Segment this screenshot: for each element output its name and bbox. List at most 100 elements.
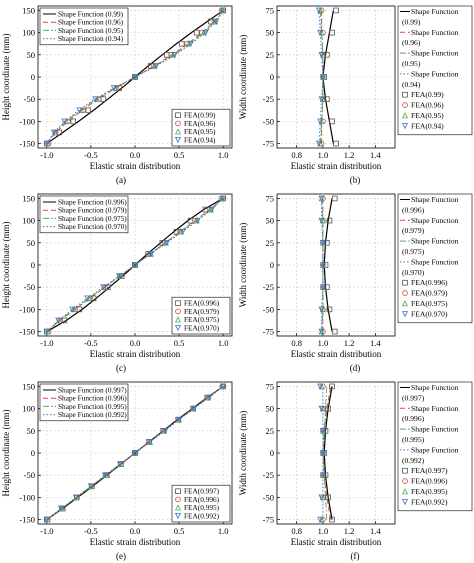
data-point bbox=[317, 140, 324, 147]
legend-marker bbox=[174, 504, 182, 511]
legend-label: Shape Function bbox=[411, 425, 459, 434]
data-point bbox=[177, 228, 184, 235]
legend-marker bbox=[402, 467, 408, 474]
legend-label: Shape Function (0.996) bbox=[58, 198, 127, 207]
data-point bbox=[318, 52, 325, 59]
data-point bbox=[101, 472, 109, 479]
y-tick-label: 25 bbox=[266, 238, 275, 248]
x-tick-label: 1.0 bbox=[218, 526, 229, 536]
x-tick-label: 0.5 bbox=[174, 150, 185, 160]
x-tick-label: 1.0 bbox=[318, 338, 329, 348]
data-point bbox=[318, 306, 325, 313]
y-tick-label: 50 bbox=[27, 238, 36, 248]
legend-label: FEA(0.970) bbox=[184, 323, 220, 332]
data-point bbox=[58, 505, 65, 512]
data-point bbox=[319, 240, 326, 247]
y-tick-label: -50 bbox=[24, 282, 35, 292]
legend-marker bbox=[174, 136, 182, 144]
legend-label: Shape Function bbox=[411, 49, 459, 58]
data-point bbox=[318, 383, 325, 390]
legend-label: Shape Function (0.997) bbox=[58, 386, 127, 395]
data-point bbox=[69, 306, 76, 313]
chart-panel-b: 0.8 1.0 1.2 1.4 -75 -50 -25 0 25 50 75 Elastic stra… bbox=[238, 5, 473, 185]
x-tick-label: 1.0 bbox=[318, 526, 329, 536]
legend-marker bbox=[402, 279, 408, 286]
data-point bbox=[319, 306, 326, 313]
data-point bbox=[110, 85, 117, 92]
y-axis-label: Height coordinate (mm) bbox=[1, 34, 11, 121]
data-point bbox=[56, 129, 62, 136]
data-point bbox=[76, 107, 83, 114]
data-point bbox=[329, 118, 335, 125]
legend-label: (0.96) bbox=[402, 38, 421, 47]
x-axis-label: Elastic strain distribution bbox=[90, 161, 181, 171]
x-tick-label: 1.2 bbox=[344, 338, 355, 348]
data-point bbox=[318, 96, 325, 103]
legend-label: FEA(0.96) bbox=[184, 119, 216, 128]
data-point bbox=[329, 383, 335, 390]
legend-label: Shape Function (0.995) bbox=[58, 402, 127, 411]
panel-label: (d) bbox=[350, 363, 361, 373]
data-point bbox=[212, 18, 219, 25]
legend-label: Shape Function bbox=[411, 237, 459, 246]
legend-label: Shape Function bbox=[411, 195, 459, 204]
data-point bbox=[187, 40, 194, 48]
legend-label: (0.997) bbox=[402, 393, 425, 402]
data-point bbox=[319, 405, 326, 412]
data-point bbox=[318, 405, 325, 412]
y-tick-label: -100 bbox=[19, 492, 35, 502]
legend-label: (0.99) bbox=[402, 17, 421, 26]
data-point bbox=[194, 217, 201, 224]
panel-label: (f) bbox=[351, 551, 360, 561]
legend-label: FEA(0.94) bbox=[411, 121, 444, 130]
chart-panel-a: -1.0 -0.5 0.0 0.5 1.0 -150 -100 -50 0 50 100 150 Ela… bbox=[1, 5, 233, 185]
legend-label: Shape Function (0.94) bbox=[58, 34, 124, 43]
legend-marker bbox=[401, 300, 409, 307]
data-point bbox=[318, 328, 325, 335]
data-point bbox=[78, 106, 85, 114]
data-point bbox=[220, 7, 227, 14]
data-point bbox=[326, 217, 333, 224]
y-tick-label: 100 bbox=[22, 28, 35, 38]
legend: FEA(0.99)FEA(0.96)FEA(0.95)FEA(0.94) bbox=[171, 108, 231, 147]
data-point bbox=[206, 394, 213, 401]
legend-marker bbox=[174, 128, 182, 135]
y-tick-label: 0 bbox=[270, 260, 274, 270]
legend: Shape Function (0.99)Shape Function (0.9… bbox=[39, 7, 129, 46]
data-point bbox=[173, 228, 180, 235]
legend-label: (0.975) bbox=[402, 247, 425, 256]
panel-label: (e) bbox=[116, 551, 126, 561]
data-point bbox=[208, 206, 215, 213]
legend: FEA(0.996)FEA(0.979)FEA(0.975)FEA(0.970) bbox=[171, 296, 231, 335]
data-point bbox=[176, 416, 183, 424]
y-axis-label: Width coordinate (mm) bbox=[238, 35, 248, 120]
chart-panel-d: 0.8 1.0 1.2 1.4 -75 -50 -25 0 25 50 75 Elastic stra… bbox=[238, 193, 473, 373]
legend-label: FEA(0.95) bbox=[411, 111, 444, 120]
legend-label: (0.95) bbox=[402, 59, 421, 68]
data-point bbox=[179, 228, 186, 236]
legend-label: Shape Function bbox=[411, 383, 459, 392]
x-tick-label: 1.4 bbox=[370, 338, 381, 348]
data-point bbox=[331, 195, 338, 202]
y-tick-label: 25 bbox=[266, 50, 275, 60]
data-point bbox=[50, 129, 57, 136]
data-point bbox=[319, 74, 326, 81]
data-point bbox=[102, 471, 109, 478]
x-tick-label: 0.0 bbox=[130, 526, 141, 536]
legend-label: (0.94) bbox=[402, 80, 421, 89]
data-point bbox=[317, 516, 324, 523]
legend-box bbox=[171, 108, 231, 147]
x-tick-label: 1.0 bbox=[218, 150, 229, 160]
y-axis-label: Height coordinate (mm) bbox=[1, 222, 11, 309]
legend-marker bbox=[401, 112, 409, 119]
legend-label: FEA(0.975) bbox=[411, 299, 448, 308]
y-tick-label: 150 bbox=[22, 193, 35, 203]
legend-label: FEA(0.997) bbox=[411, 466, 448, 475]
y-tick-label: 0 bbox=[31, 72, 35, 82]
data-point bbox=[161, 427, 168, 434]
x-tick-label: 1.4 bbox=[370, 150, 381, 160]
legend-marker bbox=[402, 91, 408, 98]
data-point bbox=[131, 262, 139, 269]
y-tick-label: 50 bbox=[266, 28, 275, 38]
y-tick-label: 25 bbox=[266, 426, 275, 436]
